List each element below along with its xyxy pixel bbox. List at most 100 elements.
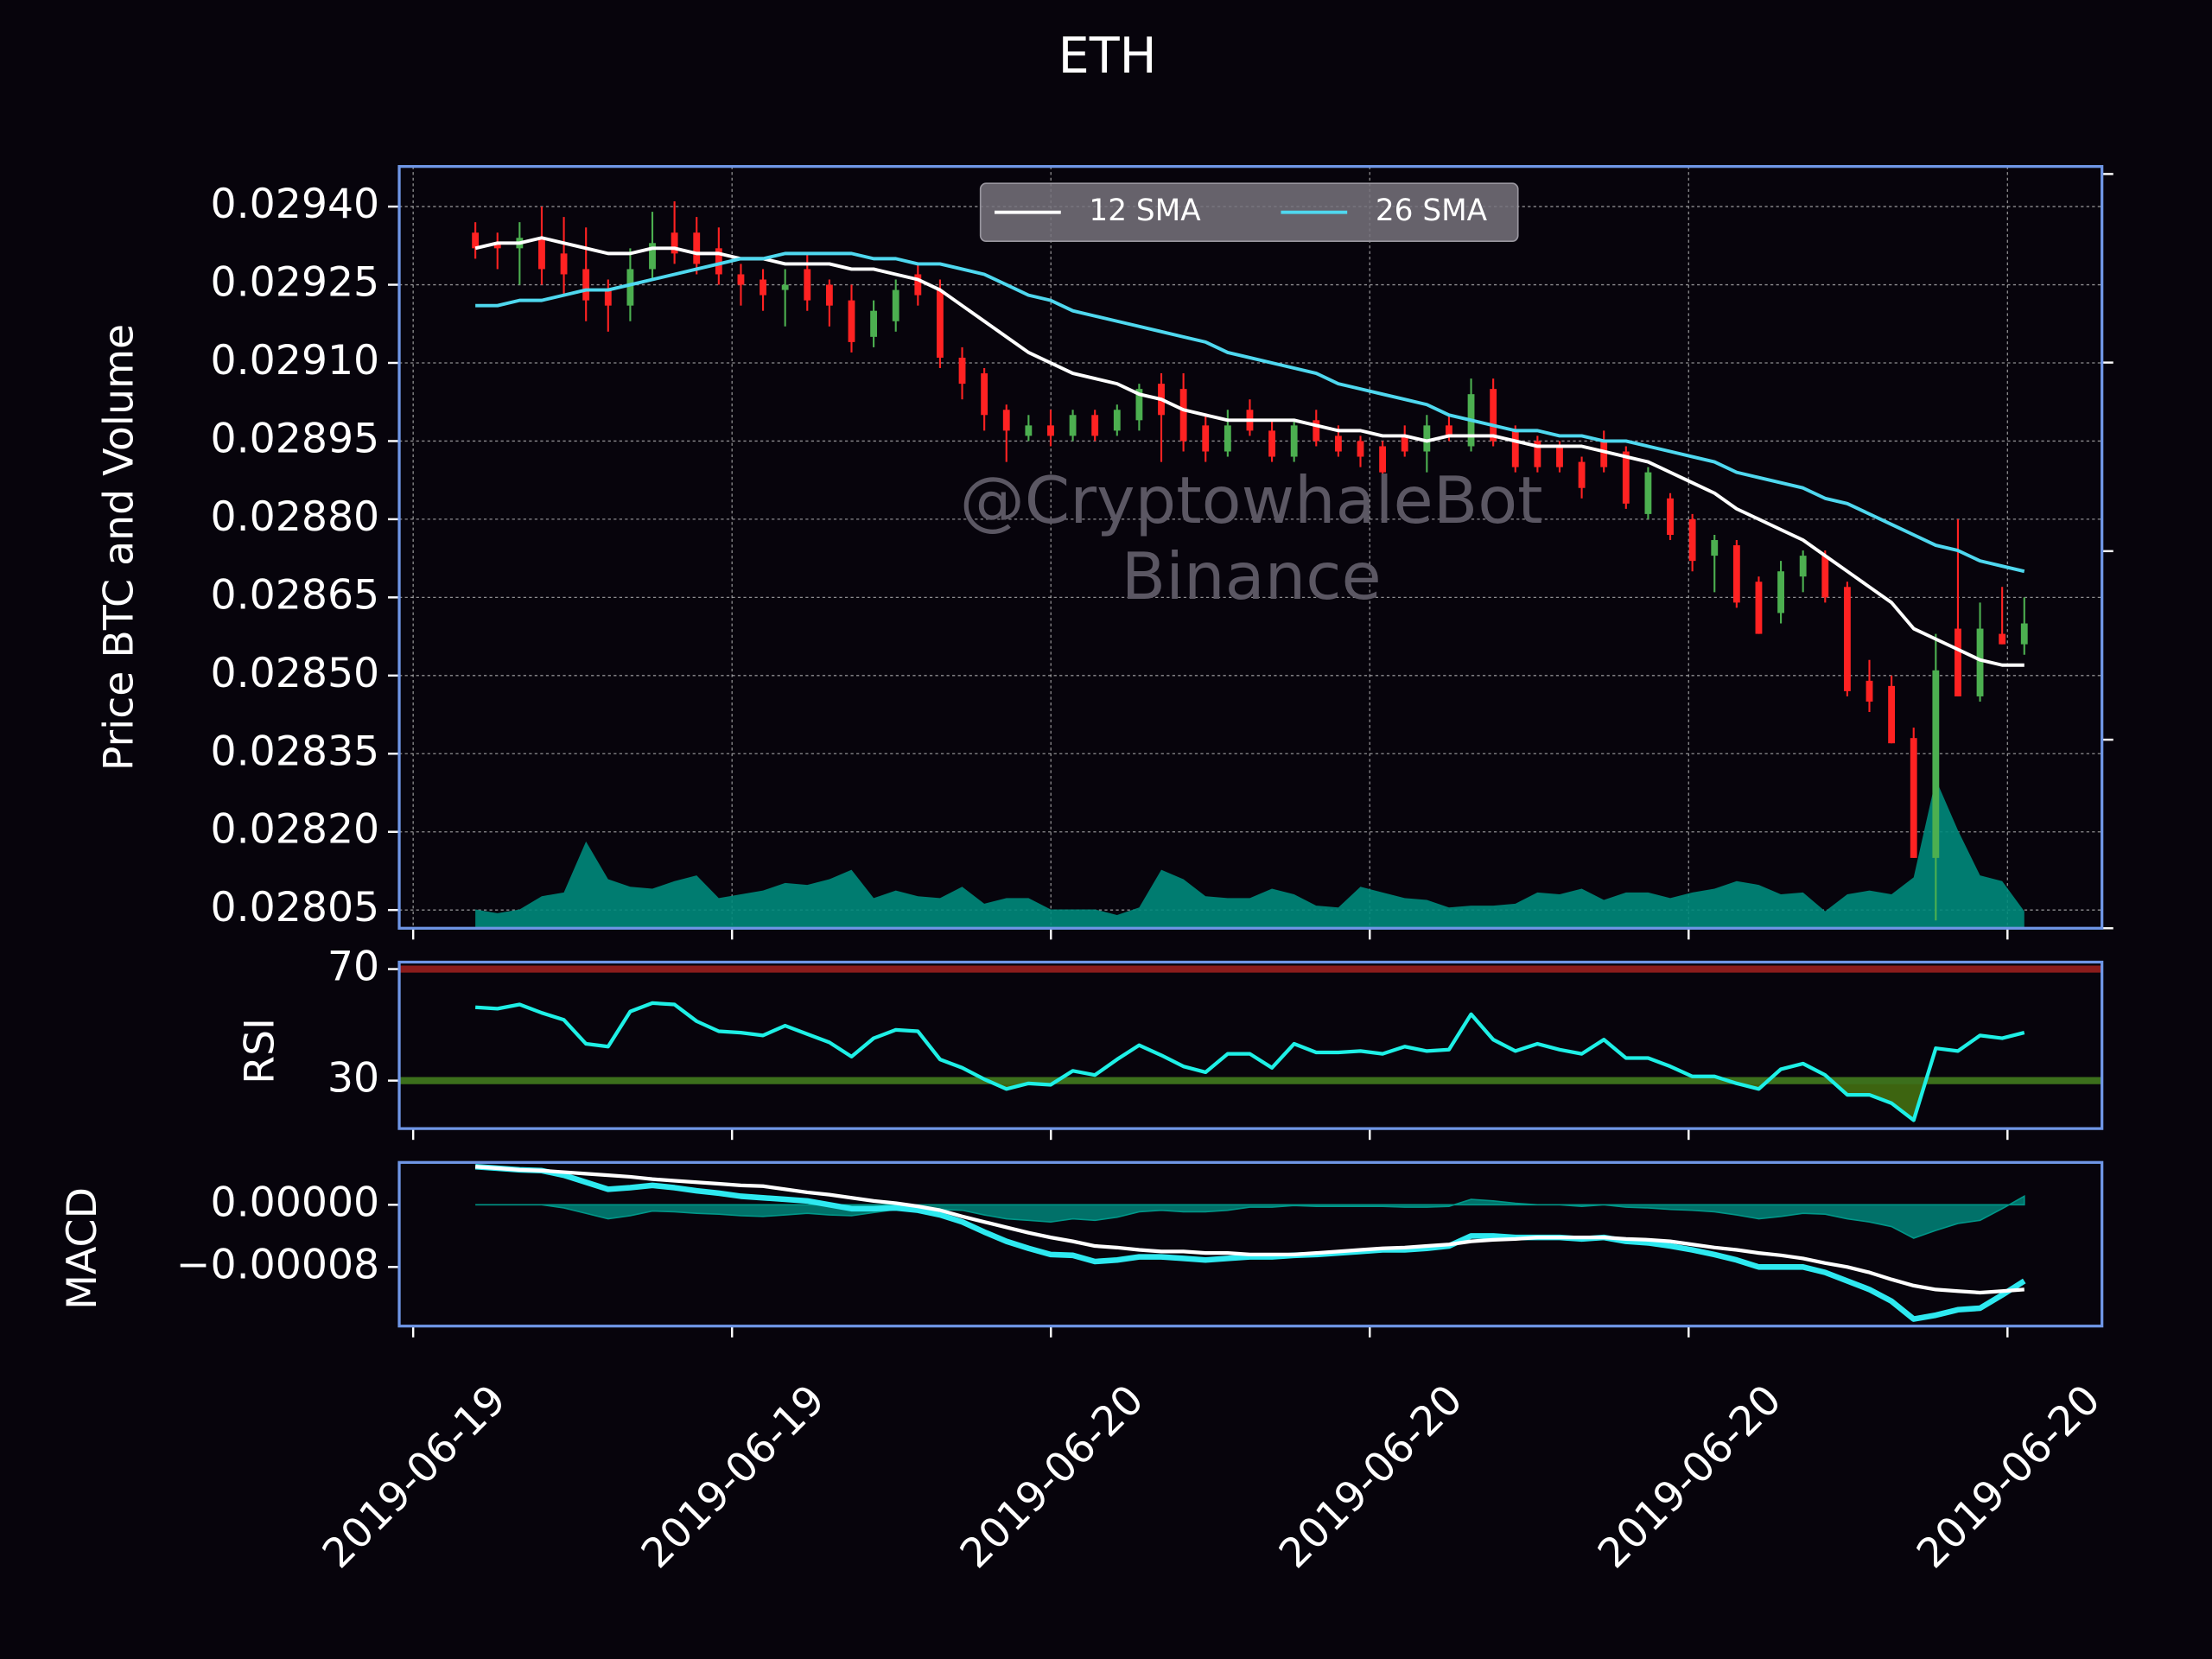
candle-body xyxy=(1423,425,1431,452)
candle-body xyxy=(1600,441,1608,467)
candle-body xyxy=(1224,425,1231,452)
line xyxy=(475,1001,2025,1122)
sma-line xyxy=(475,251,2025,574)
axes-frame xyxy=(397,1160,2104,1328)
y-tick-label: 70 xyxy=(327,944,379,991)
candle-body xyxy=(538,238,545,270)
chart-title: ETH xyxy=(1058,28,1157,85)
candle-body xyxy=(760,279,766,296)
candle-body xyxy=(1732,545,1740,603)
legend-label: 26 SMA xyxy=(1376,194,1488,228)
candle-body xyxy=(1755,582,1763,634)
candle-body xyxy=(1711,540,1719,556)
watermark: @CryptowhaleBot xyxy=(960,462,1543,538)
candle-body xyxy=(958,357,966,385)
candle-body xyxy=(1843,587,1851,691)
line xyxy=(474,1165,2024,1295)
plot-area xyxy=(399,166,2102,929)
y-axis-label: MACD xyxy=(59,1187,106,1310)
y-tick-label: 0.02835 xyxy=(210,728,379,775)
candle-body xyxy=(804,269,811,301)
y-axis-label: RSI xyxy=(237,1018,284,1084)
candle-body xyxy=(2020,623,2028,645)
candle-body xyxy=(1179,389,1187,442)
y-tick-label: 0.02805 xyxy=(210,884,379,931)
candle-body xyxy=(892,289,899,321)
candle-body xyxy=(1002,410,1010,431)
candle-body xyxy=(1401,435,1408,452)
candle-body xyxy=(1999,633,2006,645)
candle-body xyxy=(1069,415,1077,436)
candle-body xyxy=(1511,430,1519,467)
candle-body xyxy=(1047,425,1054,436)
candle-body xyxy=(1888,685,1896,744)
candle-body xyxy=(1313,420,1320,442)
candle-body xyxy=(981,373,988,416)
candle-body xyxy=(937,289,944,358)
candle-body xyxy=(1534,441,1541,467)
candle-body xyxy=(1025,425,1033,436)
legend-box xyxy=(979,182,1519,242)
candle-body xyxy=(1446,425,1452,436)
y-tick-label: 0.02895 xyxy=(210,415,379,462)
y-tick-label: −0.00008 xyxy=(176,1241,379,1288)
candle-body xyxy=(1113,410,1121,431)
y-tick-label: 0.02820 xyxy=(210,806,379,854)
candle-body xyxy=(825,284,833,306)
candle-body xyxy=(1490,389,1497,442)
candle-body xyxy=(1290,425,1298,457)
candle-body xyxy=(1622,451,1630,504)
candle-body xyxy=(493,243,501,249)
candle-body xyxy=(1799,556,1807,577)
candle-body xyxy=(737,274,745,285)
candle-body xyxy=(560,253,568,275)
candle-body xyxy=(1644,472,1652,514)
candle-body xyxy=(1357,441,1364,457)
candle-body xyxy=(848,300,855,342)
candle-body xyxy=(1091,415,1099,436)
y-tick-label: 0.02865 xyxy=(210,571,379,619)
candle-body xyxy=(582,269,590,301)
sma-line xyxy=(474,236,2024,667)
y-tick-label: 0.02925 xyxy=(210,259,379,307)
y-tick-label: 0.02910 xyxy=(210,337,379,385)
volume-area xyxy=(475,779,2024,929)
y-tick-label: 0.02940 xyxy=(210,181,379,228)
candle-body xyxy=(1268,430,1275,457)
y-tick-label: 0.02850 xyxy=(210,650,379,697)
candle-body xyxy=(1379,446,1387,473)
candle-body xyxy=(1556,446,1563,467)
candle-body xyxy=(1667,498,1674,535)
candle-body xyxy=(649,243,656,270)
candle-body xyxy=(1821,556,1829,598)
candle-body xyxy=(1976,628,1984,696)
candle-body xyxy=(604,289,612,306)
candle-body xyxy=(870,310,878,337)
candle-body xyxy=(626,269,634,306)
watermark: Binance xyxy=(1122,538,1382,614)
plot-area xyxy=(474,1163,2026,1322)
candle-body xyxy=(1955,628,1961,696)
candle-body xyxy=(1202,425,1210,452)
candle-body xyxy=(715,248,722,275)
candle-body xyxy=(1135,389,1143,421)
candle-body xyxy=(914,274,922,296)
candle-body xyxy=(1910,738,1917,858)
candle-body xyxy=(671,232,678,254)
candle-body xyxy=(1688,518,1696,562)
y-axis-label: Price BTC and Volume xyxy=(95,324,143,771)
candle-body xyxy=(1932,670,1940,858)
candle-body xyxy=(1578,461,1586,488)
candle-body xyxy=(1777,571,1784,613)
axes-frame xyxy=(397,165,2104,930)
candle-body xyxy=(781,284,789,290)
y-tick-label: 0.02880 xyxy=(210,493,379,541)
y-tick-label: 30 xyxy=(327,1055,379,1103)
legend-label: 12 SMA xyxy=(1089,194,1201,228)
candle-body xyxy=(472,232,480,249)
candle-body xyxy=(693,232,701,264)
